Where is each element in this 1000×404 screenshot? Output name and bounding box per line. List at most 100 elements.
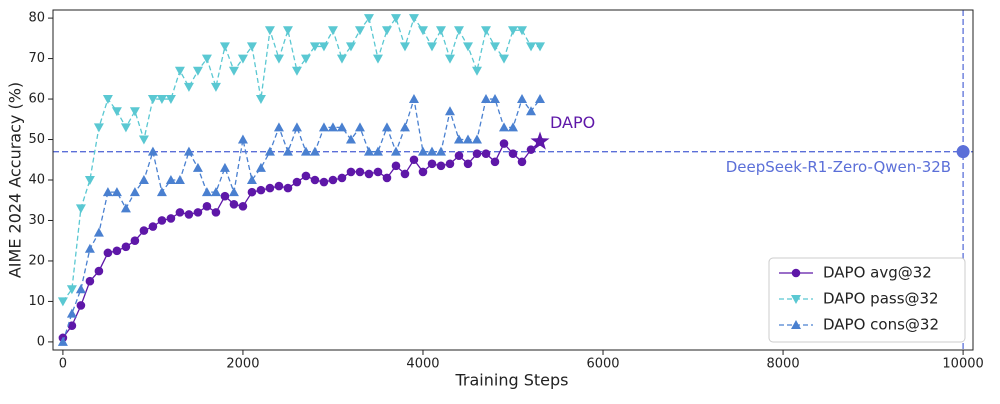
marker [408,94,419,104]
marker [75,284,86,294]
marker [345,42,356,52]
marker [183,146,194,156]
legend-label: DAPO avg@32 [823,264,932,282]
x-tick-label: 8000 [767,357,800,372]
marker [67,321,77,331]
marker [354,26,365,36]
marker [291,122,302,132]
marker [229,199,239,209]
y-tick-label: 10 [28,294,45,309]
marker [444,106,455,116]
marker [508,149,518,158]
marker [336,122,347,132]
marker [309,42,320,52]
marker [373,167,383,177]
marker [444,54,455,64]
x-tick-label: 4000 [406,357,439,372]
marker [246,42,257,52]
legend: DAPO avg@32 DAPO pass@32 DAPO cons@32 [768,257,966,343]
marker [273,122,284,132]
legend-label: DAPO pass@32 [823,290,939,308]
marker [237,134,248,144]
marker [381,122,392,132]
marker [480,94,491,104]
marker [363,14,374,24]
x-axis-label: Training Steps [455,371,569,390]
marker [791,320,801,329]
marker [463,159,473,169]
marker [292,177,302,187]
marker [372,54,383,64]
marker [436,161,446,171]
marker [238,202,248,211]
y-tick-label: 80 [28,11,45,26]
marker [85,276,95,286]
marker [255,162,266,172]
marker [310,175,320,185]
marker [382,173,392,183]
marker [211,208,221,217]
marker [157,216,167,225]
marker [201,187,212,197]
y-tick-label: 50 [28,132,45,147]
marker [94,266,104,276]
marker [508,122,518,132]
marker [471,134,482,144]
marker [192,162,203,172]
marker [472,149,482,158]
marker [165,175,176,184]
marker [111,187,122,197]
marker [57,297,68,307]
marker [391,161,401,171]
marker [328,175,338,185]
marker [84,176,95,185]
marker [75,204,86,214]
marker [408,14,419,24]
marker [120,203,131,213]
marker [265,183,275,193]
marker [129,107,140,117]
marker [102,187,113,197]
marker [255,95,266,105]
marker [346,167,356,177]
marker [418,167,428,177]
marker [791,268,801,278]
marker [489,42,500,52]
marker [535,42,546,52]
marker [454,151,464,161]
marker [301,171,311,181]
marker [345,134,356,144]
marker [400,169,410,179]
marker [147,146,158,156]
marker [372,146,383,156]
marker [435,26,446,36]
marker [526,42,537,52]
marker [462,42,473,52]
y-axis-label: AIME 2024 Accuracy (%) [6,82,25,278]
marker [390,14,401,24]
marker [102,95,113,105]
marker [210,82,221,92]
marker [66,308,77,318]
marker [174,66,185,76]
marker [237,54,248,64]
marker [526,106,537,116]
marker [462,134,473,144]
x-tick-label: 10000 [942,357,983,372]
marker [93,123,104,133]
marker [453,134,464,144]
marker [156,187,167,197]
marker [337,173,347,183]
marker [364,169,374,179]
marker [219,42,230,52]
marker [399,122,410,132]
reference-label: DeepSeek-R1-Zero-Qwen-32B [726,158,951,176]
marker [165,95,176,105]
marker [417,146,428,156]
marker [175,208,185,217]
marker [273,54,284,64]
marker [202,202,212,211]
marker [228,66,239,76]
y-tick-label: 0 [37,334,45,349]
marker [426,146,437,156]
